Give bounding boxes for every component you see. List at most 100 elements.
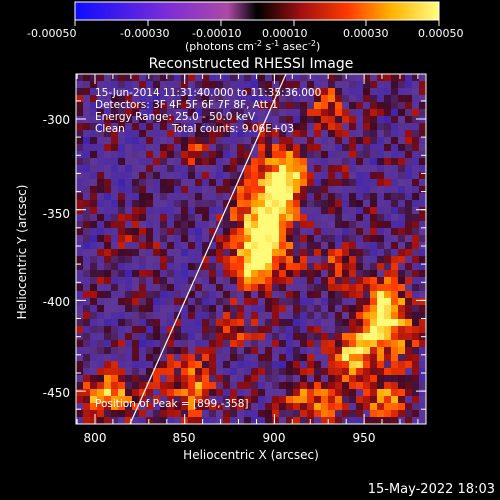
heatmap-pixel: [265, 270, 273, 278]
heatmap-pixel: [363, 263, 371, 271]
heatmap-pixel: [90, 186, 98, 194]
heatmap-pixel: [202, 298, 210, 306]
heatmap-pixel: [391, 74, 399, 82]
heatmap-pixel: [83, 242, 91, 250]
heatmap-pixel: [279, 319, 287, 327]
heatmap-pixel: [265, 207, 273, 215]
heatmap-pixel: [286, 200, 294, 208]
heatmap-pixel: [293, 410, 301, 418]
heatmap-pixel: [195, 116, 203, 124]
heatmap-pixel: [321, 256, 329, 264]
heatmap-pixel: [97, 116, 105, 124]
heatmap-pixel: [216, 291, 224, 299]
heatmap-pixel: [286, 88, 294, 96]
heatmap-pixel: [356, 144, 364, 152]
heatmap-pixel: [321, 305, 329, 313]
heatmap-pixel: [349, 95, 357, 103]
heatmap-pixel: [181, 88, 189, 96]
heatmap-pixel: [230, 74, 238, 82]
info-overlay: 15-Jun-2014 11:31:40.000 to 11:35:36.000…: [95, 87, 321, 410]
heatmap-pixel: [188, 88, 196, 96]
colorbar-tick-label: -0.00050: [27, 27, 76, 40]
heatmap-pixel: [153, 347, 161, 355]
heatmap-pixel: [104, 207, 112, 215]
heatmap-pixel: [216, 74, 224, 82]
heatmap-pixel: [419, 193, 426, 201]
heatmap-pixel: [167, 277, 175, 285]
heatmap-pixel: [209, 298, 217, 306]
heatmap-pixel: [118, 123, 126, 131]
heatmap-pixel: [258, 200, 266, 208]
heatmap-pixel: [258, 193, 266, 201]
heatmap-pixel: [300, 305, 308, 313]
heatmap-pixel: [419, 186, 426, 194]
heatmap-pixel: [111, 158, 119, 166]
heatmap-pixel: [251, 193, 259, 201]
heatmap-pixel: [230, 312, 238, 320]
heatmap-pixel: [335, 368, 343, 376]
heatmap-pixel: [398, 88, 406, 96]
heatmap-pixel: [132, 382, 140, 390]
heatmap-pixel: [412, 207, 420, 215]
heatmap-pixel: [314, 165, 322, 173]
heatmap-pixel: [363, 305, 371, 313]
heatmap-pixel: [363, 284, 371, 292]
heatmap-pixel: [237, 298, 245, 306]
peak-position-text: Position of Peak = [899,-358]: [95, 398, 249, 410]
heatmap-pixel: [279, 382, 287, 390]
heatmap-pixel: [118, 270, 126, 278]
heatmap-pixel: [321, 235, 329, 243]
heatmap-pixel: [307, 207, 315, 215]
heatmap-pixel: [419, 74, 426, 82]
heatmap-pixel: [118, 242, 126, 250]
heatmap-pixel: [279, 179, 287, 187]
heatmap-pixel: [76, 137, 84, 145]
heatmap-pixel: [167, 158, 175, 166]
heatmap-pixel: [244, 347, 252, 355]
heatmap-pixel: [314, 403, 322, 411]
heatmap-pixel: [167, 396, 175, 404]
heatmap-pixel: [209, 382, 217, 390]
heatmap-pixel: [342, 151, 350, 159]
heatmap-pixel: [188, 116, 196, 124]
heatmap-pixel: [419, 368, 426, 376]
heatmap-pixel: [104, 368, 112, 376]
heatmap-pixel: [146, 179, 154, 187]
heatmap-pixel: [384, 333, 392, 341]
heatmap-pixel: [146, 319, 154, 327]
heatmap-pixel: [202, 74, 210, 82]
heatmap-pixel: [90, 361, 98, 369]
heatmap-pixel: [209, 228, 217, 236]
heatmap-pixel: [335, 298, 343, 306]
heatmap-pixel: [146, 396, 154, 404]
heatmap-pixel: [174, 88, 182, 96]
heatmap-pixel: [391, 242, 399, 250]
heatmap-pixel: [153, 186, 161, 194]
heatmap-pixel: [230, 221, 238, 229]
heatmap-pixel: [363, 200, 371, 208]
heatmap-pixel: [391, 263, 399, 271]
heatmap-pixel: [153, 200, 161, 208]
heatmap-pixel: [209, 340, 217, 348]
heatmap-pixel: [97, 417, 105, 424]
heatmap-pixel: [223, 137, 231, 145]
heatmap-pixel: [391, 284, 399, 292]
heatmap-pixel: [363, 375, 371, 383]
heatmap-pixel: [181, 214, 189, 222]
heatmap-pixel: [202, 389, 210, 397]
heatmap-pixel: [223, 242, 231, 250]
heatmap-pixel: [419, 109, 426, 117]
heatmap-pixel: [181, 130, 189, 138]
heatmap-pixel: [405, 396, 413, 404]
heatmap-pixel: [307, 361, 315, 369]
heatmap-pixel: [104, 354, 112, 362]
solar-limb-line: [129, 74, 287, 424]
heatmap-pixel: [230, 410, 238, 418]
heatmap-pixel: [209, 186, 217, 194]
heatmap-pixel: [132, 102, 140, 110]
heatmap-pixel: [104, 340, 112, 348]
heatmap-pixel: [237, 214, 245, 222]
heatmap-pixel: [181, 291, 189, 299]
heatmap-pixel: [202, 116, 210, 124]
heatmap-pixel: [216, 179, 224, 187]
